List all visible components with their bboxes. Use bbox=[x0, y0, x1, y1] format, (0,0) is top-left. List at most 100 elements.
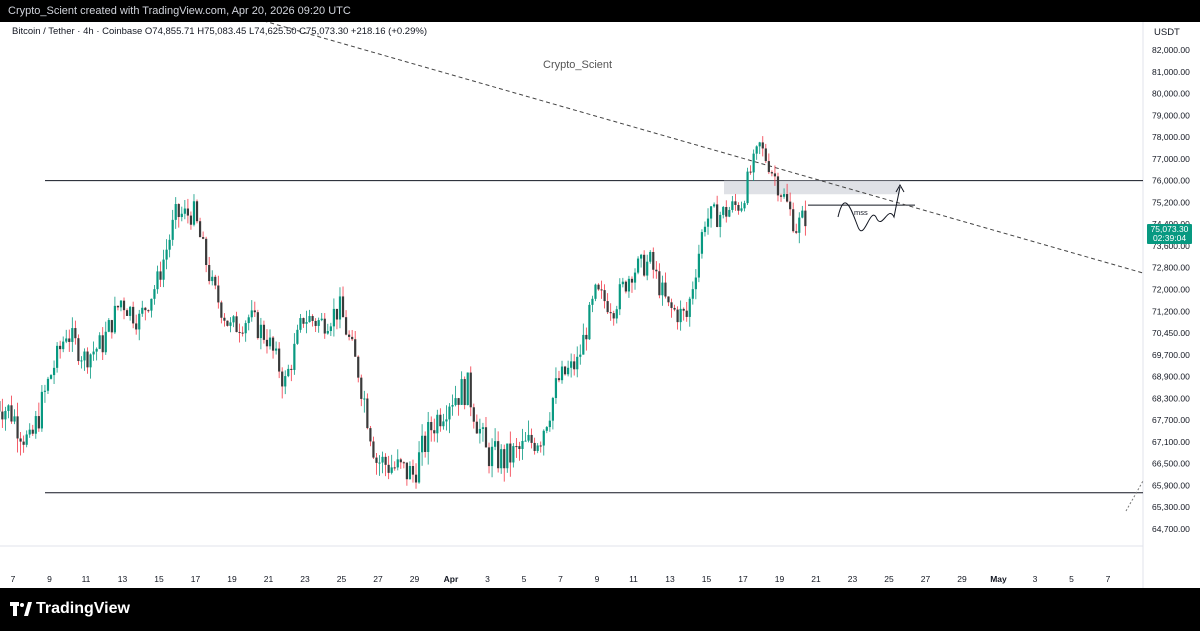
symbol-name: Bitcoin / Tether · 4h · Coinbase bbox=[12, 26, 143, 37]
candle-body bbox=[31, 429, 34, 434]
candle-body bbox=[405, 462, 408, 480]
drawing-handle bbox=[1125, 480, 1144, 512]
candle-body bbox=[1, 411, 4, 420]
candle-body bbox=[332, 308, 335, 327]
candle-body bbox=[776, 176, 780, 196]
candle-body bbox=[4, 410, 7, 420]
candle-body bbox=[685, 310, 688, 317]
candle-body bbox=[65, 338, 68, 342]
y-tick-label: 66,500.00 bbox=[1152, 459, 1190, 469]
candle-body bbox=[633, 272, 637, 283]
candle-body bbox=[223, 317, 226, 321]
candle-body bbox=[156, 271, 159, 290]
candle-body bbox=[95, 348, 98, 352]
candle-body bbox=[494, 441, 497, 447]
candle-body bbox=[670, 302, 673, 308]
candle-body bbox=[792, 209, 795, 232]
candle-body bbox=[539, 445, 542, 447]
candle-body bbox=[110, 320, 113, 333]
x-tick-label: 23 bbox=[300, 574, 310, 584]
candle-body bbox=[119, 300, 123, 308]
candle-body bbox=[25, 434, 28, 445]
candle-body bbox=[506, 443, 509, 469]
candle-body bbox=[62, 341, 65, 350]
candle-body bbox=[457, 398, 460, 405]
candle-body bbox=[725, 207, 728, 217]
candle-body bbox=[746, 171, 749, 204]
y-tick-label: 70,450.00 bbox=[1152, 328, 1190, 338]
ohlc-high: H75,083.45 bbox=[197, 26, 247, 37]
candle-body bbox=[308, 316, 311, 323]
candle-body bbox=[542, 430, 545, 446]
x-tick-label: 29 bbox=[957, 574, 967, 584]
candle-body bbox=[743, 203, 746, 209]
candle-body bbox=[177, 204, 180, 218]
candle-body bbox=[49, 375, 53, 379]
candle-body bbox=[594, 284, 597, 299]
candle-body bbox=[198, 221, 202, 238]
candle-body bbox=[378, 462, 381, 464]
candle-body bbox=[217, 285, 220, 303]
candle-body bbox=[189, 215, 193, 225]
x-tick-label: 13 bbox=[118, 574, 128, 584]
candle-body bbox=[10, 405, 13, 422]
candle-body bbox=[408, 466, 412, 480]
candle-body bbox=[624, 281, 627, 292]
candle-body bbox=[317, 320, 320, 326]
candle-body bbox=[125, 310, 129, 316]
y-tick-label: 65,300.00 bbox=[1152, 502, 1190, 512]
price-chart[interactable]: 82,000.00 81,000.00 80,000.00 79,000.00 78,0… bbox=[0, 22, 1200, 588]
x-tick-label: 15 bbox=[154, 574, 164, 584]
candle-body bbox=[752, 153, 755, 173]
candle-body bbox=[688, 298, 691, 317]
candle-body bbox=[16, 416, 19, 439]
candle-body bbox=[703, 226, 707, 233]
candle-body bbox=[259, 324, 262, 339]
candle-body bbox=[202, 237, 205, 239]
candle-body bbox=[98, 335, 101, 349]
projection-arrow bbox=[895, 183, 905, 193]
ohlc-low: L74,625.50 bbox=[248, 26, 297, 37]
candle-body bbox=[551, 398, 554, 421]
y-tick-label: 82,000.00 bbox=[1152, 45, 1190, 55]
candle-body bbox=[357, 356, 360, 378]
candle-body bbox=[652, 251, 655, 270]
x-tick-label: 7 bbox=[558, 574, 563, 584]
candle-body bbox=[588, 304, 591, 340]
candle-body bbox=[503, 449, 506, 469]
candle-body bbox=[804, 210, 807, 227]
candle-body bbox=[13, 416, 16, 422]
x-tick-label: 11 bbox=[629, 574, 638, 584]
candle-body bbox=[271, 337, 275, 351]
candle-body bbox=[351, 336, 354, 340]
y-tick-label: 72,000.00 bbox=[1152, 285, 1190, 295]
x-tick-label: 23 bbox=[848, 574, 858, 584]
candle-body bbox=[448, 406, 451, 420]
y-tick-label: 81,000.00 bbox=[1152, 67, 1190, 77]
candle-body bbox=[603, 290, 606, 302]
candle-body bbox=[107, 320, 110, 332]
candle-body bbox=[262, 324, 266, 340]
candle-body bbox=[773, 173, 777, 177]
candle-body bbox=[186, 208, 189, 216]
candle-body bbox=[478, 428, 481, 434]
x-tick-label: 25 bbox=[337, 574, 347, 584]
symbol-legend: Bitcoin / Tether · 4h · Coinbase O74,855… bbox=[12, 26, 427, 37]
y-tick-label: 67,700.00 bbox=[1152, 415, 1190, 425]
candle-body bbox=[174, 204, 177, 220]
candle-body bbox=[430, 421, 433, 431]
candle-body bbox=[293, 343, 296, 370]
candle-body bbox=[74, 328, 77, 339]
candle-body bbox=[716, 204, 719, 227]
candle-body bbox=[344, 317, 348, 335]
candle-body bbox=[469, 372, 472, 408]
y-tick-label: 71,200.00 bbox=[1152, 306, 1190, 316]
x-tick-label: 7 bbox=[1106, 574, 1111, 584]
candle-body bbox=[171, 219, 174, 240]
candle-body bbox=[518, 446, 521, 449]
author-watermark: Crypto_Scient bbox=[543, 59, 613, 71]
chart-area[interactable]: 82,000.00 81,000.00 80,000.00 79,000.00 78,0… bbox=[0, 22, 1200, 588]
candle-body bbox=[220, 302, 223, 318]
candle-body bbox=[384, 456, 387, 465]
candle-body bbox=[460, 379, 463, 405]
